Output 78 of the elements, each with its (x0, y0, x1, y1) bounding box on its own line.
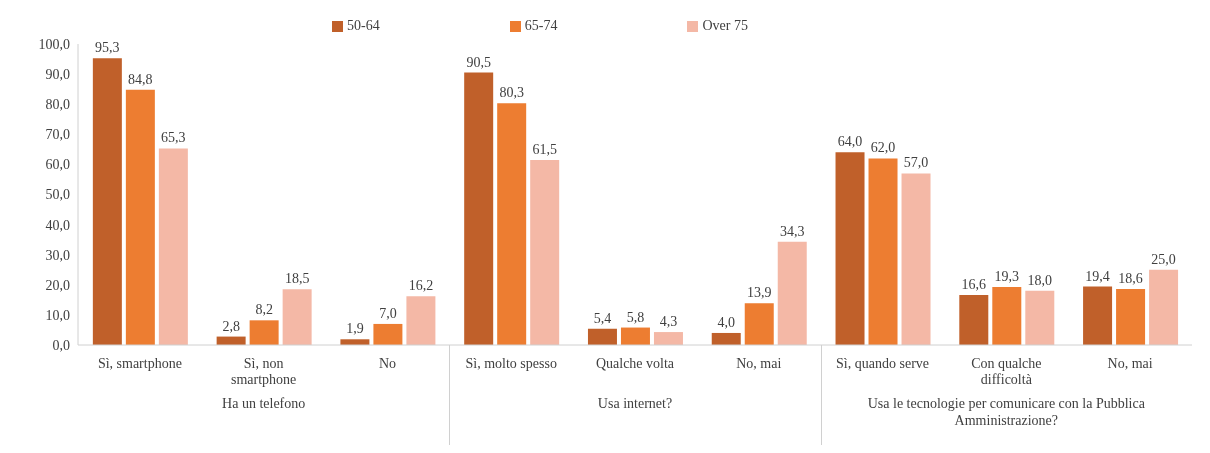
x-tick-label: No, mai (1107, 356, 1153, 371)
data-label: 95,3 (95, 40, 120, 56)
bar (992, 286, 1022, 345)
data-label: 84,8 (128, 71, 153, 87)
bar (744, 303, 774, 345)
bar (1149, 269, 1179, 345)
bar (1025, 290, 1055, 345)
x-tick-label: Con qualche difficoltà (971, 356, 1042, 387)
text: Usa le tecnologie per comunicare con la Pubblica Amministrazione? (867, 396, 1145, 428)
data-label: 61,5 (532, 141, 557, 157)
bar (249, 320, 279, 345)
y-tick-label: 30,0 (45, 247, 70, 263)
data-label: 8,2 (255, 302, 273, 318)
data-label: 18,5 (284, 271, 310, 287)
y-tick-label: 60,0 (45, 157, 70, 173)
bar (901, 173, 931, 345)
bar (497, 103, 527, 345)
bar (125, 89, 155, 345)
data-label: 57,0 (903, 155, 929, 171)
legend-label: Over 75 (702, 18, 748, 33)
data-label: 90,5 (466, 54, 491, 70)
data-label: 19,4 (1085, 268, 1110, 284)
data-label: 16,2 (408, 278, 434, 294)
bar (406, 296, 436, 345)
legend-label: 65-74 (524, 18, 558, 33)
data-label: 65,3 (161, 130, 186, 146)
data-label: 18,6 (1118, 271, 1143, 287)
bar (711, 332, 741, 345)
bar (587, 328, 617, 345)
y-tick-label: 0,0 (52, 337, 70, 353)
bar (530, 159, 560, 345)
bar (1083, 286, 1113, 345)
bar (835, 152, 865, 345)
data-label: 80,3 (499, 85, 524, 101)
bar (464, 72, 494, 345)
bar (1116, 289, 1146, 345)
data-label: 5,8 (626, 309, 645, 325)
x-tick-label: Sì, molto spesso (465, 356, 557, 371)
data-label: 2,8 (222, 318, 240, 334)
bar (282, 289, 312, 345)
data-label: 4,3 (659, 314, 678, 330)
data-label: 1,9 (346, 321, 364, 337)
x-tick-label: No (378, 356, 397, 371)
y-tick-label: 40,0 (45, 217, 70, 233)
data-label: 62,0 (870, 140, 896, 156)
y-tick-label: 70,0 (45, 127, 70, 143)
text: Ha un telefono (222, 396, 306, 411)
data-label: 19,3 (994, 268, 1020, 284)
text: Usa internet? (597, 396, 673, 411)
x-tick-label: No, mai (736, 356, 782, 371)
y-tick-label: 100,0 (38, 36, 70, 52)
data-label: 34,3 (779, 223, 805, 239)
x-tick-label: Sì, non smartphone (231, 356, 297, 387)
y-tick-label: 10,0 (45, 307, 70, 323)
legend-label: 50-64 (347, 18, 380, 33)
y-tick-label: 50,0 (45, 187, 70, 203)
x-tick-label: Sì, quando serve (836, 356, 930, 371)
data-label: 18,0 (1027, 272, 1053, 288)
bar (620, 327, 650, 345)
bar (373, 323, 403, 345)
data-label: 13,9 (746, 285, 772, 301)
data-label: 5,4 (593, 310, 612, 326)
bar (777, 241, 807, 345)
bar (959, 295, 989, 345)
bar (868, 158, 898, 345)
data-label: 4,0 (717, 314, 735, 330)
data-label: 64,0 (837, 134, 863, 150)
x-tick-label: Sì, smartphone (97, 356, 182, 371)
bar (92, 58, 122, 345)
data-label: 25,0 (1151, 251, 1176, 267)
y-tick-label: 80,0 (45, 97, 70, 113)
data-label: 7,0 (379, 305, 397, 321)
bar (653, 332, 683, 345)
x-tick-label: Qualche volta (595, 356, 675, 371)
bar (158, 148, 188, 345)
data-label: 16,6 (961, 277, 987, 293)
y-tick-label: 20,0 (45, 277, 70, 293)
y-tick-label: 90,0 (45, 67, 70, 83)
